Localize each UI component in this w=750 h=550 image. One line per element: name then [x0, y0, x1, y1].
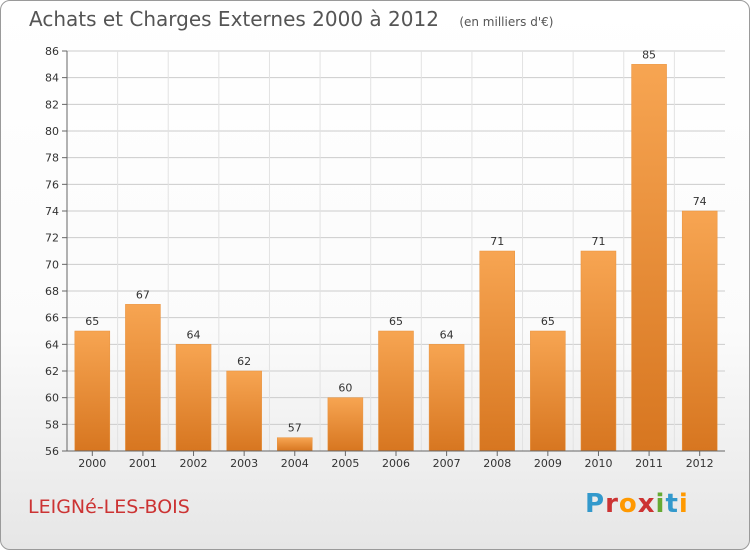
bar-2002: [175, 344, 212, 452]
x-tick-label-2009: 2009: [534, 457, 562, 470]
y-tick-label: 64: [45, 338, 59, 351]
x-tick-label-2011: 2011: [635, 457, 663, 470]
x-tick-label-2004: 2004: [281, 457, 309, 470]
bar-2011: [631, 64, 667, 452]
bar-2008: [479, 250, 515, 452]
data-label-2002: 64: [187, 328, 201, 341]
x-tick-label-2000: 2000: [78, 457, 106, 470]
data-label-2003: 62: [237, 355, 251, 368]
y-tick-label: 62: [45, 365, 59, 378]
bar-2012: [681, 210, 718, 452]
data-label-2000: 65: [85, 315, 99, 328]
x-tick-label-2010: 2010: [584, 457, 612, 470]
bar-2006: [378, 330, 414, 452]
bar-2005: [327, 397, 364, 452]
logo-letter: P: [585, 489, 606, 519]
y-tick-label: 56: [45, 445, 59, 458]
bars: 65 67 64 62 57 60 65 64 71 65 71 85 74: [74, 48, 718, 452]
y-tick-label: 74: [45, 205, 59, 218]
logo-letter: x: [637, 489, 656, 519]
data-label-2007: 64: [440, 328, 454, 341]
x-tick-label-2006: 2006: [382, 457, 410, 470]
x-tick-label-2005: 2005: [331, 457, 359, 470]
x-tick-label-2001: 2001: [129, 457, 157, 470]
data-label-2011: 85: [642, 48, 656, 61]
data-label-2010: 71: [591, 235, 605, 248]
y-tick-label: 72: [45, 232, 59, 245]
data-label-2009: 65: [541, 315, 555, 328]
data-label-2001: 67: [136, 288, 150, 301]
bar-2004: [277, 437, 313, 452]
logo-letter: i: [678, 489, 689, 519]
y-tick-label: 68: [45, 285, 59, 298]
bar-2003: [226, 370, 262, 452]
chart-title: Achats et Charges Externes 2000 à 2012 (…: [29, 7, 553, 31]
y-tick-label: 84: [45, 72, 59, 85]
data-label-2005: 60: [338, 382, 352, 395]
y-tick-label: 58: [45, 418, 59, 431]
data-label-2012: 74: [693, 195, 707, 208]
bar-2009: [530, 330, 566, 452]
data-label-2008: 71: [490, 235, 504, 248]
logo-letter: r: [605, 489, 619, 519]
chart-title-text: Achats et Charges Externes 2000 à 2012: [29, 7, 439, 31]
y-tick-label: 60: [45, 392, 59, 405]
x-tick-label-2003: 2003: [230, 457, 258, 470]
y-tick-label: 78: [45, 152, 59, 165]
chart-subtitle: (en milliers d'€): [459, 15, 554, 29]
y-tick-label: 86: [45, 45, 59, 58]
bar-2000: [74, 330, 111, 452]
y-tick-label: 82: [45, 98, 59, 111]
y-tick-label: 80: [45, 125, 59, 138]
data-label-2004: 57: [288, 422, 302, 435]
logo-letter: i: [655, 489, 666, 519]
axes: 56 58 60 62 64 66 68 70 72 74 76 78 80 82 84 86 2000 2001…: [45, 45, 725, 470]
x-tick-label-2002: 2002: [180, 457, 208, 470]
bar-2007: [428, 344, 465, 452]
data-label-2006: 65: [389, 315, 403, 328]
y-tick-label: 66: [45, 312, 59, 325]
x-tick-label-2012: 2012: [686, 457, 714, 470]
logo-letter: o: [618, 489, 638, 519]
proxiti-logo: Proxiti: [585, 489, 689, 519]
bar-2001: [125, 304, 161, 452]
x-tick-label-2007: 2007: [433, 457, 461, 470]
bar-2010: [580, 250, 617, 452]
y-tick-label: 70: [45, 258, 59, 271]
y-tick-label: 76: [45, 178, 59, 191]
logo-letter: t: [665, 489, 679, 519]
commune-name: LEIGNé-LES-BOIS: [28, 496, 190, 518]
x-tick-label-2008: 2008: [483, 457, 511, 470]
